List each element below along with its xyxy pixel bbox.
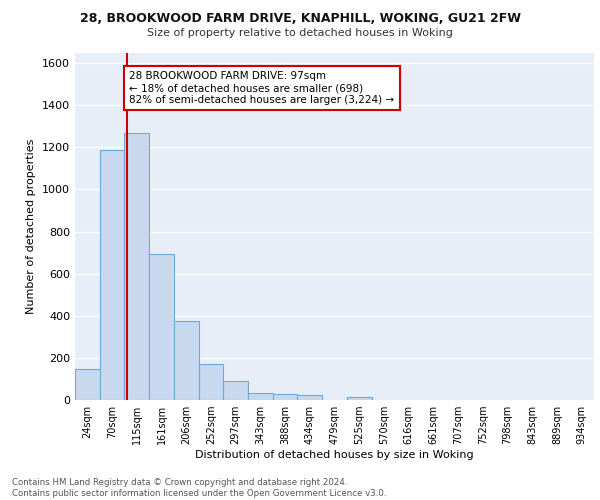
Bar [273,394,298,400]
Bar [248,392,273,400]
Bar [174,321,199,400]
Bar [75,369,100,400]
Text: Size of property relative to detached houses in Woking: Size of property relative to detached ho… [147,28,453,38]
Text: 28 BROOKWOOD FARM DRIVE: 97sqm
← 18% of detached houses are smaller (698)
82% of: 28 BROOKWOOD FARM DRIVE: 97sqm ← 18% of … [130,72,394,104]
Y-axis label: Number of detached properties: Number of detached properties [26,138,37,314]
X-axis label: Distribution of detached houses by size in Woking: Distribution of detached houses by size … [195,450,474,460]
Bar [149,254,174,400]
Bar [347,397,371,400]
Bar [124,133,149,400]
Bar [298,396,322,400]
Text: 28, BROOKWOOD FARM DRIVE, KNAPHILL, WOKING, GU21 2FW: 28, BROOKWOOD FARM DRIVE, KNAPHILL, WOKI… [79,12,521,26]
Bar [199,364,223,400]
Text: Contains HM Land Registry data © Crown copyright and database right 2024.
Contai: Contains HM Land Registry data © Crown c… [12,478,386,498]
Bar [100,150,124,400]
Bar [223,381,248,400]
